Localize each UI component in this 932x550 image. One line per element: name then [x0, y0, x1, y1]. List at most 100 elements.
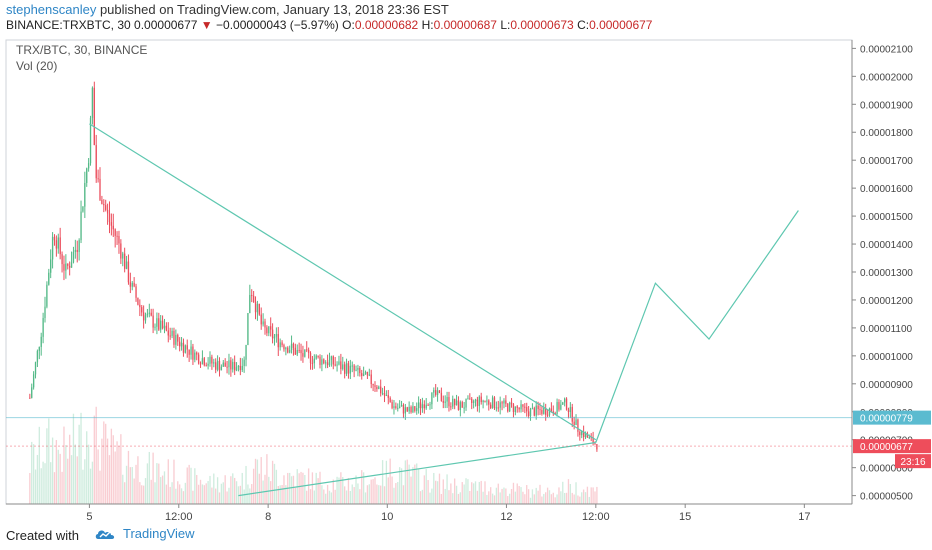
- candle-body: [480, 396, 482, 403]
- candle-body: [550, 408, 553, 412]
- volume-bar: [546, 487, 549, 504]
- volume-bar: [177, 481, 179, 504]
- volume-bar: [270, 481, 272, 504]
- volume-bar: [180, 488, 183, 504]
- candle-body: [53, 236, 56, 241]
- candle-body: [395, 406, 397, 408]
- x-tick-label: 15: [679, 511, 691, 520]
- author-link[interactable]: stephenscanley: [6, 2, 97, 17]
- volume-bar: [317, 478, 319, 504]
- volume-bar: [160, 477, 162, 504]
- volume-bar: [99, 470, 101, 504]
- candle-body: [95, 145, 97, 179]
- candle-body: [222, 362, 224, 367]
- volume-bar: [493, 495, 496, 504]
- candle-body: [70, 262, 73, 268]
- candle-body: [213, 362, 215, 364]
- candle-body: [332, 356, 334, 365]
- volume-bar: [292, 475, 295, 504]
- candle-body: [135, 286, 137, 298]
- volume-bar: [526, 485, 528, 504]
- volume-bar: [125, 465, 128, 504]
- candle-body: [501, 402, 503, 404]
- price-chart[interactable]: 0.00002100 0.00002000 0.00001900 0.00001800…: [0, 36, 932, 523]
- volume-bar: [385, 460, 388, 504]
- price-price-label: 0.00000677: [860, 442, 913, 453]
- volume-bar: [545, 492, 547, 504]
- candle-body: [514, 406, 517, 412]
- x-tick-label: 12:00: [165, 511, 193, 520]
- volume-bar: [368, 484, 370, 504]
- volume-bar: [275, 469, 278, 504]
- volume-bar: [105, 423, 107, 504]
- candle-body: [330, 356, 333, 360]
- candle-body: [252, 295, 255, 302]
- candle-body: [573, 421, 575, 426]
- volume-bar: [161, 475, 164, 504]
- volume-bar: [321, 485, 323, 504]
- volume-bar: [216, 477, 219, 504]
- candle-body: [328, 359, 331, 366]
- open-value: 0.00000682: [354, 18, 419, 32]
- y-tick-label: 0.00002000: [860, 72, 913, 83]
- candle-body: [499, 402, 501, 408]
- volume-bar: [421, 489, 424, 504]
- candle-body: [196, 352, 198, 355]
- candle-body: [137, 297, 139, 305]
- candle-body: [190, 346, 192, 355]
- volume-bar: [552, 492, 554, 504]
- volume-bar: [256, 459, 259, 504]
- volume-bar: [86, 431, 88, 504]
- volume-bar: [338, 477, 340, 504]
- volume-bar: [201, 484, 204, 504]
- legend-volume[interactable]: Vol (20): [16, 59, 58, 73]
- volume-bar: [465, 478, 467, 504]
- volume-bar: [351, 484, 353, 504]
- candle-body: [421, 404, 424, 409]
- volume-bar: [423, 475, 425, 504]
- volume-bar: [42, 461, 44, 504]
- y-tick-label: 0.00001500: [860, 212, 913, 223]
- candle-body: [524, 406, 526, 408]
- volume-bar: [412, 467, 414, 504]
- candle-body: [444, 401, 446, 403]
- volume-bar: [158, 463, 160, 504]
- candle-body: [474, 399, 477, 402]
- candle-body: [150, 312, 152, 316]
- volume-bar: [258, 473, 260, 504]
- volume-bar: [592, 487, 594, 504]
- candle-body: [366, 371, 369, 376]
- x-tick-label: 8: [265, 511, 271, 520]
- candle-body: [154, 326, 156, 328]
- candle-body: [194, 352, 196, 360]
- volume-bar: [588, 496, 590, 504]
- candle-body: [226, 366, 228, 368]
- candle-body: [465, 399, 467, 408]
- candle-body: [417, 402, 420, 409]
- volume-bar: [548, 490, 551, 504]
- volume-bar: [146, 463, 149, 504]
- countdown-badge: [895, 454, 931, 469]
- tradingview-brand[interactable]: TradingView: [94, 526, 195, 541]
- volume-bar: [313, 490, 315, 504]
- candle-body: [285, 347, 287, 350]
- ohlc-line: BINANCE:TRXBTC, 30 0.00000677 ▼ −0.00000…: [6, 18, 652, 32]
- volume-bar: [522, 491, 524, 504]
- volume-bar: [381, 460, 384, 504]
- candle-body: [491, 397, 494, 409]
- candle-body: [408, 406, 410, 412]
- volume-bar: [93, 415, 95, 504]
- volume-bar: [326, 484, 329, 504]
- legend-symbol[interactable]: TRX/BTC, 30, BINANCE: [16, 43, 148, 57]
- candle-body: [292, 343, 295, 348]
- volume-bar: [61, 471, 63, 504]
- candle-body: [152, 315, 154, 328]
- candle-body: [184, 345, 187, 353]
- volume-bar: [486, 494, 488, 504]
- volume-bar: [501, 488, 503, 504]
- candle-body: [80, 211, 82, 241]
- candle-body: [105, 205, 107, 210]
- candle-body: [427, 404, 429, 406]
- candle-body: [133, 282, 135, 287]
- chart-area[interactable]: 0.00002100 0.00002000 0.00001900 0.00001800…: [0, 36, 932, 523]
